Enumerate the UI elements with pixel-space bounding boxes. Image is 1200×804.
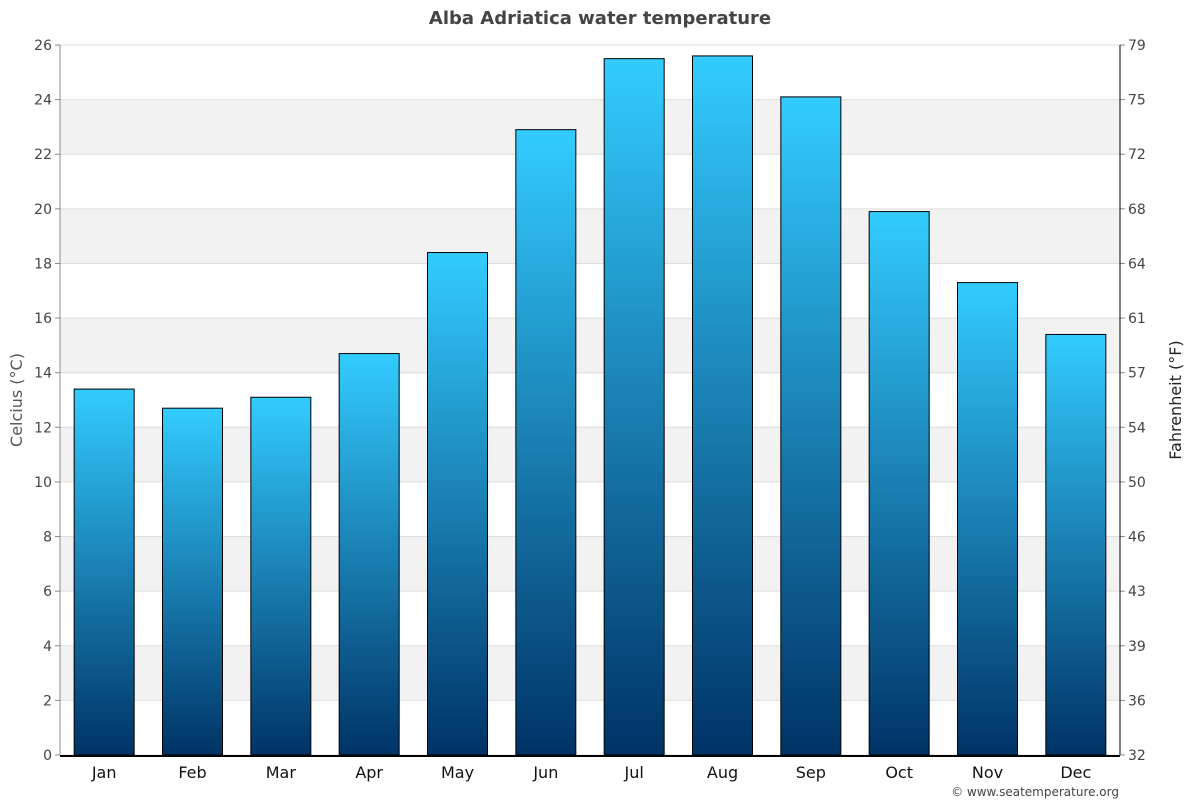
y-tick-label: 2 — [43, 693, 52, 709]
bar-nov[interactable] — [957, 282, 1018, 756]
y-tick-label: 0 — [43, 748, 52, 764]
y-tick-label: 22 — [34, 147, 52, 163]
grid-band — [60, 536, 1120, 592]
credit[interactable]: © www.seatemperature.org — [951, 785, 1119, 799]
x-tick-label: Dec — [1060, 763, 1091, 782]
x-tick-label: Mar — [266, 763, 297, 782]
y-tick-label-right: 43 — [1128, 584, 1146, 600]
y-tick-label: 24 — [34, 93, 52, 109]
bar-dec[interactable] — [1045, 333, 1107, 756]
y-tick-label-right: 64 — [1128, 256, 1146, 272]
y-tick-label: 20 — [34, 202, 52, 218]
y-tick-label-right: 32 — [1128, 748, 1146, 764]
y-tick-label-right: 54 — [1128, 420, 1146, 436]
chart-title: Alba Adriatica water temperature — [429, 8, 771, 29]
y-tick-label: 14 — [34, 366, 52, 382]
x-tick-label: Feb — [178, 763, 206, 782]
y-tick-label: 6 — [43, 584, 52, 600]
y-tick-label-right: 36 — [1128, 693, 1146, 709]
y-tick-label-right: 79 — [1128, 38, 1146, 54]
y-tick-label-right: 68 — [1128, 202, 1146, 218]
grid-band — [60, 208, 1120, 264]
x-tick-label: Nov — [972, 763, 1003, 782]
bar-may[interactable] — [427, 252, 488, 756]
y-tick-label: 16 — [34, 311, 52, 327]
x-tick-label: Jan — [91, 763, 117, 782]
x-tick-label: May — [441, 763, 474, 782]
x-tick-label: Sep — [796, 763, 826, 782]
bar-jul[interactable] — [603, 58, 665, 756]
bar-apr[interactable] — [338, 353, 400, 756]
x-tick-label: Aug — [707, 763, 738, 782]
y-tick-label: 26 — [34, 38, 52, 54]
bar-oct[interactable] — [868, 211, 930, 756]
y-tick-label: 8 — [43, 530, 52, 546]
y-tick-label-right: 61 — [1128, 311, 1146, 327]
x-tick-label: Jun — [532, 763, 558, 782]
bar-jan[interactable] — [73, 388, 135, 756]
x-tick-label: Jul — [624, 763, 644, 782]
grid-band — [60, 99, 1120, 155]
y-tick-label: 10 — [34, 475, 52, 491]
grid-band — [60, 427, 1120, 482]
bar-mar[interactable] — [250, 396, 312, 756]
grid-band — [60, 645, 1120, 701]
y-tick-label: 12 — [34, 420, 52, 436]
y-tick-label-right: 39 — [1128, 639, 1146, 655]
x-tick-label: Oct — [885, 763, 913, 782]
bar-sep[interactable] — [780, 96, 842, 756]
y-tick-label: 4 — [43, 639, 52, 655]
bar-aug[interactable] — [692, 55, 753, 756]
y-tick-label: 18 — [34, 256, 52, 272]
x-tick-label: Apr — [355, 763, 383, 782]
bar-feb[interactable] — [162, 407, 223, 756]
y-tick-label-right: 75 — [1128, 93, 1146, 109]
y-tick-label-right: 50 — [1128, 475, 1146, 491]
y-tick-label-right: 46 — [1128, 530, 1146, 546]
y-axis-label-left: Celcius (°C) — [7, 353, 26, 447]
y-axis-label-right: Fahrenheit (°F) — [1166, 340, 1185, 459]
bar-jun[interactable] — [515, 129, 577, 756]
y-tick-label-right: 72 — [1128, 147, 1146, 163]
grid-band — [60, 318, 1120, 373]
y-tick-label-right: 57 — [1128, 366, 1146, 382]
